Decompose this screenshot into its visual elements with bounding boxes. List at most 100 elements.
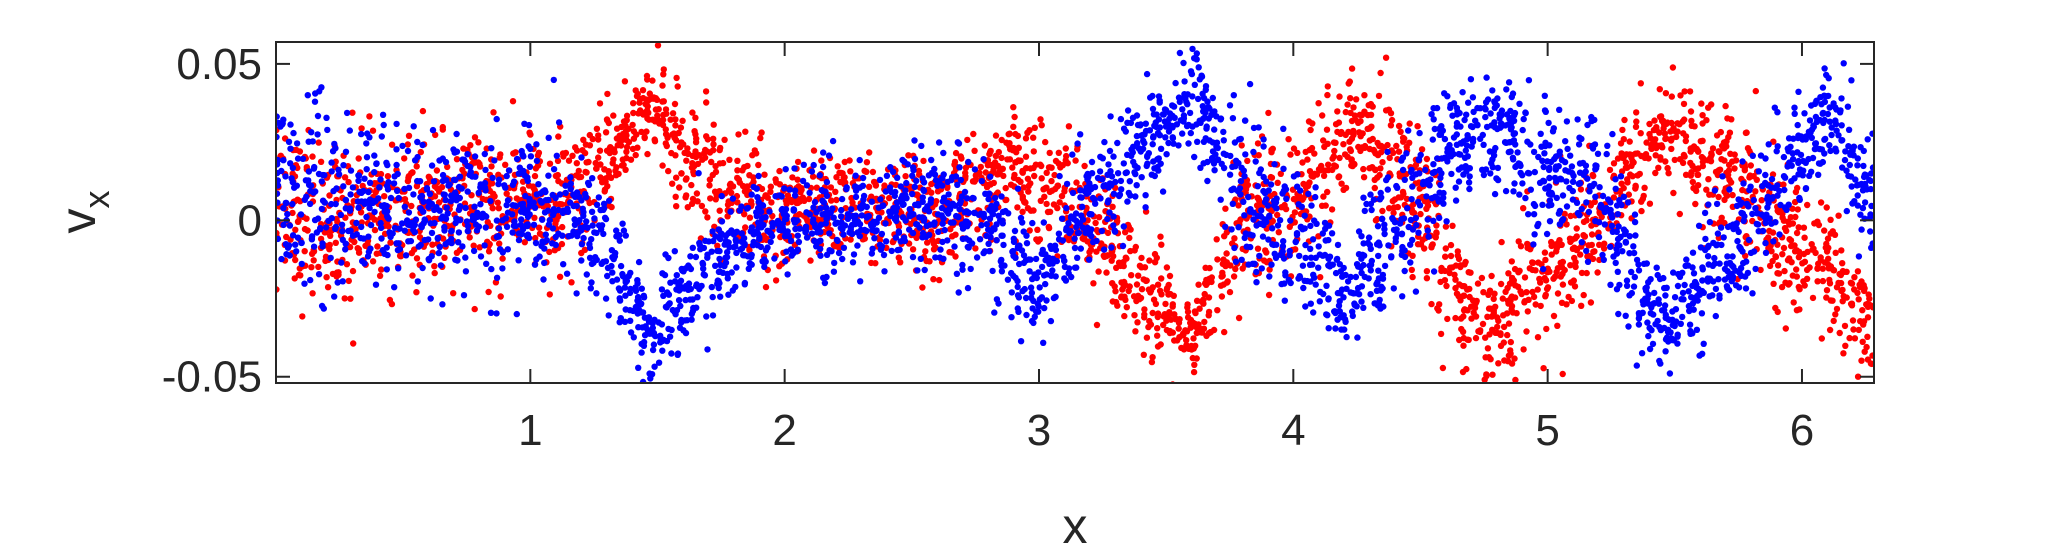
scatter-point-series-1 xyxy=(1200,296,1207,303)
scatter-point-series-1 xyxy=(546,160,554,167)
scatter-point-series-1 xyxy=(1744,145,1752,152)
scatter-point-series-1 xyxy=(1668,93,1676,100)
scatter-point-series-2 xyxy=(502,184,509,191)
scatter-point-series-1 xyxy=(1489,371,1496,378)
scatter-point-series-1 xyxy=(432,131,439,139)
scatter-point-series-1 xyxy=(1838,247,1845,254)
scatter-point-series-1 xyxy=(688,181,695,189)
scatter-point-series-2 xyxy=(533,191,540,198)
scatter-point-series-1 xyxy=(1005,131,1012,138)
scatter-point-series-2 xyxy=(978,222,985,229)
scatter-point-series-1 xyxy=(1769,257,1776,265)
scatter-point-series-1 xyxy=(1536,275,1543,283)
scatter-point-series-1 xyxy=(638,128,645,136)
scatter-point-series-2 xyxy=(1036,296,1044,303)
scatter-point-series-2 xyxy=(1156,124,1164,131)
scatter-point-series-2 xyxy=(902,191,909,199)
scatter-point-series-1 xyxy=(1335,173,1343,180)
scatter-point-series-1 xyxy=(1510,277,1518,284)
scatter-point-series-1 xyxy=(1449,222,1456,229)
scatter-point-series-1 xyxy=(1770,280,1777,287)
scatter-point-series-1 xyxy=(1792,213,1799,221)
scatter-point-series-1 xyxy=(1713,132,1721,139)
scatter-point-series-2 xyxy=(876,176,884,184)
scatter-point-series-2 xyxy=(482,166,489,174)
scatter-point-series-2 xyxy=(919,175,926,182)
scatter-point-series-1 xyxy=(1192,323,1200,331)
scatter-point-series-1 xyxy=(662,106,670,113)
scatter-point-series-2 xyxy=(1250,216,1257,223)
scatter-point-series-1 xyxy=(1221,233,1228,240)
scatter-point-series-2 xyxy=(868,198,875,205)
scatter-point-series-1 xyxy=(1588,222,1595,229)
scatter-point-series-1 xyxy=(388,141,396,148)
scatter-point-series-1 xyxy=(1154,313,1162,321)
scatter-point-series-1 xyxy=(923,257,930,265)
scatter-point-series-1 xyxy=(1677,92,1684,99)
scatter-point-series-1 xyxy=(1708,101,1715,108)
scatter-point-series-1 xyxy=(1112,288,1119,295)
scatter-point-series-1 xyxy=(1671,156,1679,164)
scatter-point-series-1 xyxy=(794,176,801,183)
scatter-point-series-2 xyxy=(878,230,886,238)
scatter-point-series-2 xyxy=(1179,130,1186,137)
scatter-point-series-2 xyxy=(1071,235,1078,242)
scatter-point-series-2 xyxy=(1280,165,1287,172)
scatter-point-series-1 xyxy=(1482,334,1489,341)
scatter-point-series-2 xyxy=(1254,183,1262,190)
scatter-point-series-2 xyxy=(995,300,1002,307)
scatter-point-series-2 xyxy=(717,235,724,243)
scatter-point-series-2 xyxy=(552,233,559,241)
scatter-point-series-2 xyxy=(593,201,601,208)
scatter-point-series-1 xyxy=(1388,116,1396,124)
scatter-point-series-2 xyxy=(940,255,947,262)
scatter-point-series-1 xyxy=(309,290,316,297)
scatter-point-series-1 xyxy=(1218,293,1226,300)
scatter-point-series-2 xyxy=(683,317,691,324)
scatter-point-series-2 xyxy=(1250,148,1257,156)
scatter-point-series-2 xyxy=(1211,108,1218,115)
scatter-point-series-1 xyxy=(684,204,691,211)
scatter-point-series-2 xyxy=(1220,128,1227,136)
scatter-point-series-1 xyxy=(1277,170,1285,177)
scatter-point-series-1 xyxy=(1789,272,1797,279)
scatter-point-series-2 xyxy=(987,173,994,180)
scatter-point-series-1 xyxy=(573,160,580,167)
scatter-point-series-2 xyxy=(893,204,901,211)
scatter-point-series-2 xyxy=(715,277,722,285)
scatter-point-series-1 xyxy=(582,141,590,148)
scatter-point-series-2 xyxy=(463,218,471,225)
scatter-point-series-2 xyxy=(795,238,803,246)
scatter-point-series-2 xyxy=(1026,268,1033,275)
scatter-point-series-1 xyxy=(734,174,741,182)
scatter-point-series-2 xyxy=(578,154,585,161)
scatter-point-series-1 xyxy=(1864,314,1872,321)
scatter-point-series-1 xyxy=(1596,241,1603,248)
scatter-point-series-1 xyxy=(1356,111,1364,119)
scatter-point-series-1 xyxy=(1024,205,1032,212)
scatter-point-series-1 xyxy=(1855,296,1862,303)
scatter-point-series-1 xyxy=(1190,335,1197,342)
scatter-point-series-2 xyxy=(727,208,734,215)
scatter-point-series-2 xyxy=(381,206,388,213)
scatter-point-series-1 xyxy=(1638,198,1645,205)
scatter-point-series-1 xyxy=(1412,161,1420,169)
scatter-point-series-2 xyxy=(581,223,589,230)
scatter-point-series-2 xyxy=(1010,235,1017,242)
scatter-point-series-1 xyxy=(1523,328,1530,335)
scatter-point-series-1 xyxy=(1346,78,1354,85)
scatter-point-series-2 xyxy=(550,208,558,216)
scatter-point-series-2 xyxy=(1211,167,1218,174)
scatter-point-series-2 xyxy=(1142,120,1150,127)
scatter-point-series-1 xyxy=(744,162,751,170)
scatter-point-series-2 xyxy=(404,147,412,155)
scatter-point-series-2 xyxy=(1281,297,1289,304)
scatter-point-series-1 xyxy=(1320,137,1327,144)
scatter-point-series-2 xyxy=(1108,244,1115,251)
scatter-point-series-1 xyxy=(689,109,696,116)
scatter-point-series-2 xyxy=(811,237,818,245)
scatter-point-series-2 xyxy=(518,216,525,223)
scatter-point-series-2 xyxy=(700,265,707,272)
scatter-point-series-1 xyxy=(1793,266,1800,273)
scatter-point-series-1 xyxy=(998,154,1005,162)
